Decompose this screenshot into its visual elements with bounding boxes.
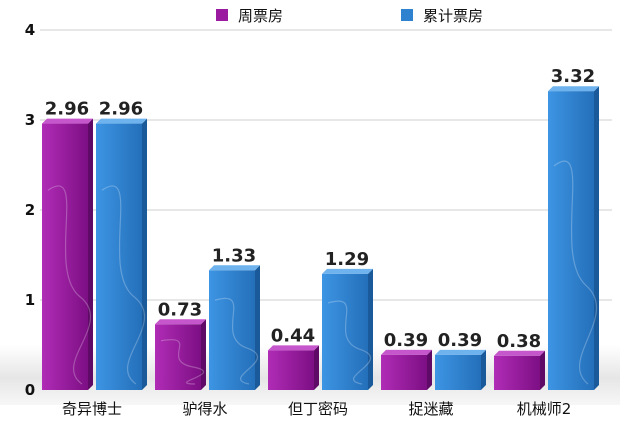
- category-label-4: 机械师2: [517, 400, 572, 418]
- bar-group-1-1: [209, 265, 260, 390]
- legend-label-0: 周票房: [238, 7, 283, 25]
- bar-top-0-0: [42, 118, 93, 124]
- y-tick-label-4: 4: [25, 21, 35, 39]
- bar-decoration-0-0: [47, 185, 92, 385]
- bar-side-2-0: [314, 345, 319, 390]
- bar-side-1-1: [255, 265, 260, 390]
- bar-3-1: [435, 354, 481, 390]
- bar-side-4-0: [540, 350, 545, 390]
- bar-0-0: [42, 123, 88, 390]
- value-label-2-0: 0.44: [271, 325, 315, 346]
- value-label-1-1: 1.33: [212, 245, 256, 266]
- bar-group-4-0: [494, 350, 545, 390]
- bar-top-2-0: [268, 345, 319, 351]
- bar-1-0: [155, 324, 201, 390]
- bar-side-0-0: [88, 118, 93, 390]
- bar-group-2-0: [268, 345, 319, 390]
- bar-group-0-0: [42, 118, 93, 390]
- bar-top-1-0: [155, 319, 206, 325]
- value-label-1-0: 0.73: [158, 299, 202, 320]
- bar-group-4-1: [548, 86, 599, 390]
- bar-2-1: [322, 273, 368, 390]
- bar-0-1: [96, 123, 142, 390]
- bar-decoration-1-0: [160, 339, 205, 385]
- value-label-3-1: 0.39: [438, 330, 482, 351]
- bar-4-1: [548, 91, 594, 390]
- bar-top-3-1: [435, 349, 486, 355]
- bar-decoration-4-1: [553, 160, 598, 385]
- bar-side-0-1: [142, 118, 147, 390]
- bar-top-4-1: [548, 86, 599, 92]
- value-label-0-0: 2.96: [45, 99, 89, 120]
- bar-group-3-0: [381, 349, 432, 390]
- legend-swatch-0: [216, 9, 228, 21]
- value-label-3-0: 0.39: [384, 330, 428, 351]
- bar-group-0-1: [96, 118, 147, 390]
- y-tick-label-3: 3: [25, 111, 35, 129]
- bar-4-0: [494, 355, 540, 390]
- bar-side-3-0: [427, 349, 432, 390]
- category-label-3: 捉迷藏: [408, 400, 453, 418]
- category-label-0: 奇异博士: [62, 400, 122, 418]
- legend: 周票房 累计票房: [216, 7, 483, 25]
- bar-side-3-1: [481, 349, 486, 390]
- bar-3-0: [381, 354, 427, 390]
- bar-top-2-1: [322, 268, 373, 274]
- bar-1-1: [209, 270, 255, 390]
- bar-top-4-0: [494, 350, 545, 356]
- value-label-2-1: 1.29: [325, 249, 369, 270]
- bar-side-1-0: [201, 319, 206, 390]
- category-label-2: 但丁密码: [288, 400, 348, 418]
- bar-decoration-0-1: [101, 185, 146, 385]
- category-label-1: 驴得水: [182, 400, 227, 418]
- bar-group-2-1: [322, 268, 373, 390]
- bar-2-0: [268, 350, 314, 390]
- y-axis-ticks: 0 1 2 3 4: [25, 21, 35, 399]
- value-label-4-0: 0.38: [497, 331, 541, 352]
- y-tick-label-1: 1: [25, 291, 35, 309]
- legend-swatch-1: [401, 9, 413, 21]
- bar-side-4-1: [594, 86, 599, 390]
- bar-group-3-1: [435, 349, 486, 390]
- bar-top-1-1: [209, 265, 260, 271]
- value-label-0-1: 2.96: [99, 99, 143, 120]
- x-axis-categories: 奇异博士 驴得水 但丁密码 捉迷藏 机械师2: [62, 400, 571, 418]
- value-label-4-1: 3.32: [551, 66, 595, 87]
- bar-decoration-1-1: [214, 297, 259, 385]
- bars: [42, 86, 599, 390]
- bar-group-1-0: [155, 319, 206, 390]
- y-tick-label-2: 2: [25, 201, 35, 219]
- bar-decoration-2-1: [327, 300, 372, 385]
- bar-top-0-1: [96, 118, 147, 124]
- bar-top-3-0: [381, 349, 432, 355]
- legend-label-1: 累计票房: [423, 7, 483, 25]
- value-labels: 2.96 2.96 0.73 1.33 0.44 1.29 0.39 0.39 0.38 3.32: [45, 66, 595, 352]
- bar-side-2-1: [368, 268, 373, 390]
- y-tick-label-0: 0: [25, 381, 35, 399]
